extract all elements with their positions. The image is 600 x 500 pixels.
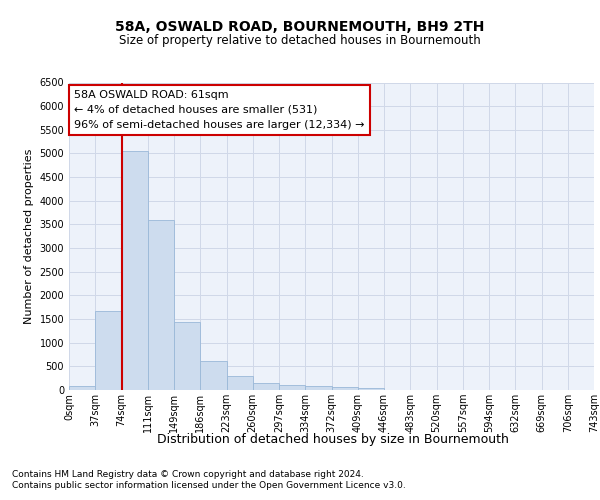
Bar xyxy=(121,150,148,390)
Text: Size of property relative to detached houses in Bournemouth: Size of property relative to detached ho… xyxy=(119,34,481,47)
Text: 58A OSWALD ROAD: 61sqm
← 4% of detached houses are smaller (531)
96% of semi-det: 58A OSWALD ROAD: 61sqm ← 4% of detached … xyxy=(74,90,365,130)
Text: Contains public sector information licensed under the Open Government Licence v3: Contains public sector information licen… xyxy=(12,481,406,490)
Bar xyxy=(253,383,279,390)
Y-axis label: Number of detached properties: Number of detached properties xyxy=(24,148,34,324)
Bar xyxy=(358,388,384,390)
Bar xyxy=(200,360,227,390)
Bar xyxy=(148,220,174,390)
Bar xyxy=(69,386,95,390)
Bar xyxy=(95,312,121,390)
Bar xyxy=(174,322,200,390)
Bar xyxy=(227,376,253,390)
Text: 58A, OSWALD ROAD, BOURNEMOUTH, BH9 2TH: 58A, OSWALD ROAD, BOURNEMOUTH, BH9 2TH xyxy=(115,20,485,34)
Bar xyxy=(305,386,331,390)
Bar xyxy=(279,385,305,390)
Text: Contains HM Land Registry data © Crown copyright and database right 2024.: Contains HM Land Registry data © Crown c… xyxy=(12,470,364,479)
Text: Distribution of detached houses by size in Bournemouth: Distribution of detached houses by size … xyxy=(157,432,509,446)
Bar xyxy=(331,388,358,390)
